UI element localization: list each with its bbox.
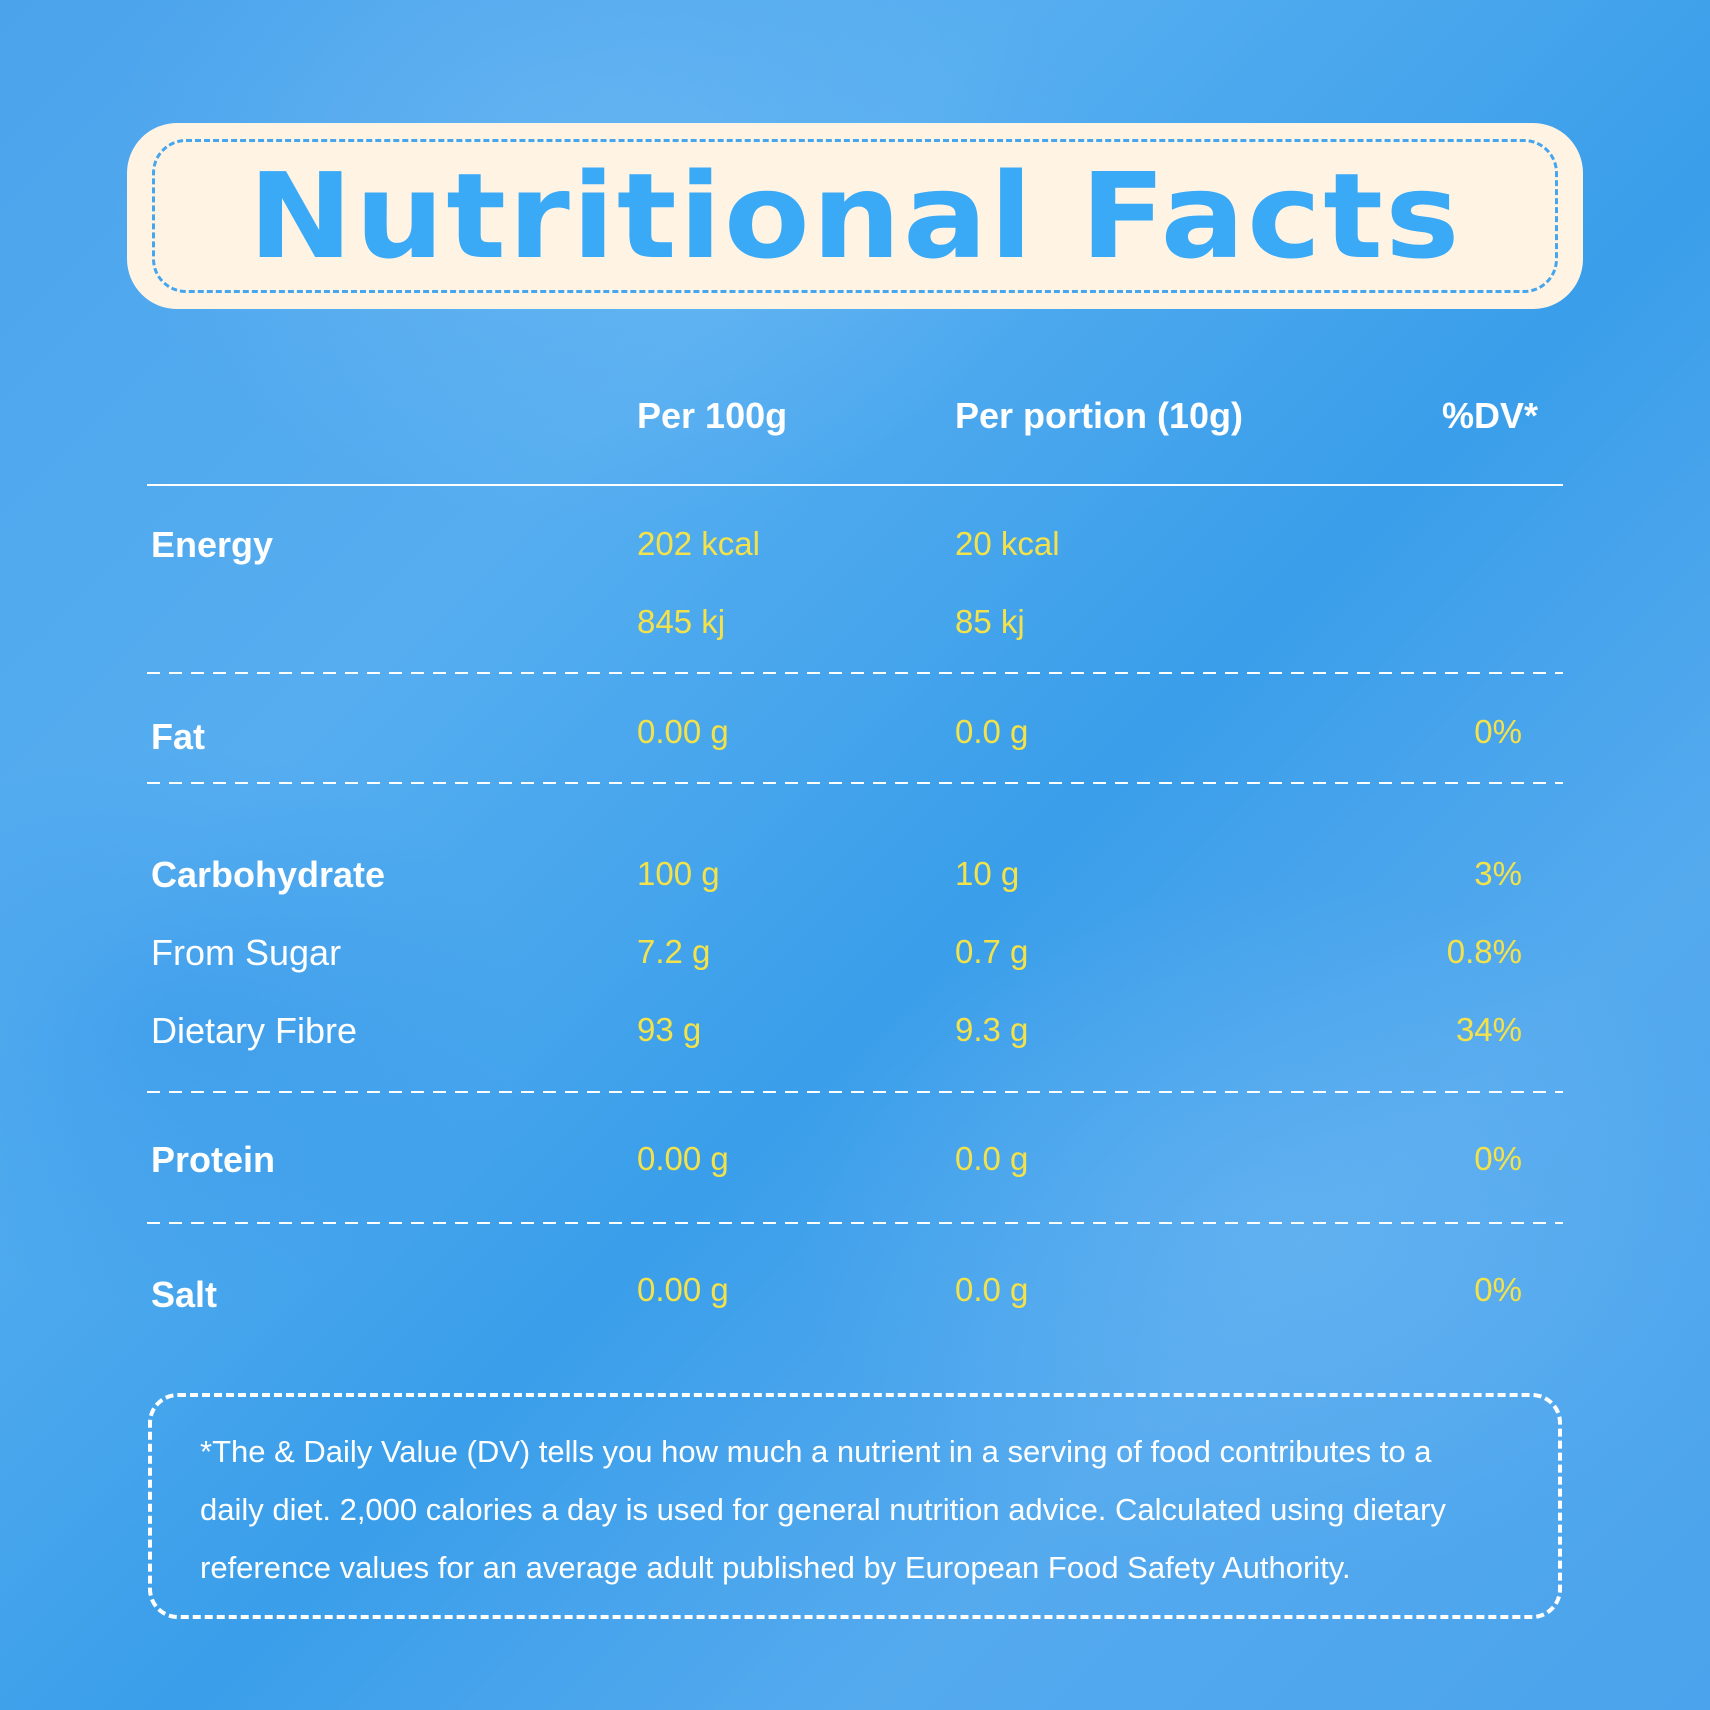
fibre-per100: 93 g <box>637 1011 702 1048</box>
row-label-fat: Fat <box>151 716 205 757</box>
row-divider <box>147 782 1563 784</box>
footnote-line: reference values for an average adult pu… <box>200 1550 1351 1585</box>
fibre-dv: 34% <box>1455 1011 1522 1048</box>
title-dashed-frame <box>152 139 1558 293</box>
carbohydrate-dv: 3% <box>1474 855 1522 892</box>
page-title: Nutritional Facts <box>248 147 1462 285</box>
row-divider <box>147 1222 1563 1224</box>
row-label-energy: Energy <box>151 524 274 565</box>
fat-per100: 0.00 g <box>637 713 729 750</box>
protein-portion: 0.0 g <box>955 1140 1029 1177</box>
column-header-per-portion: Per portion (10g) <box>955 395 1244 436</box>
energy-per100-kj: 845 kj <box>637 603 726 640</box>
energy-portion-kj: 85 kj <box>955 603 1025 640</box>
fibre-portion: 9.3 g <box>955 1011 1029 1048</box>
sugar-dv: 0.8% <box>1446 933 1522 970</box>
energy-portion-kcal: 20 kcal <box>955 525 1060 562</box>
footnote-line: *The & Daily Value (DV) tells you how mu… <box>200 1434 1432 1469</box>
energy-per100-kcal: 202 kcal <box>637 525 760 562</box>
row-divider <box>147 1091 1563 1093</box>
header-divider <box>147 484 1563 486</box>
carbohydrate-per100: 100 g <box>637 855 720 892</box>
salt-dv: 0% <box>1474 1271 1522 1308</box>
salt-per100: 0.00 g <box>637 1271 729 1308</box>
fat-portion: 0.0 g <box>955 713 1029 750</box>
protein-dv: 0% <box>1474 1140 1522 1177</box>
salt-portion: 0.0 g <box>955 1271 1029 1308</box>
sugar-portion: 0.7 g <box>955 933 1029 970</box>
column-header-dv: %DV* <box>1441 395 1538 436</box>
row-label-carbohydrate: Carbohydrate <box>151 854 386 895</box>
carbohydrate-portion: 10 g <box>955 855 1020 892</box>
footnote-line: daily diet. 2,000 calories a day is used… <box>200 1492 1446 1527</box>
fat-dv: 0% <box>1474 713 1522 750</box>
footnote-text: *The & Daily Value (DV) tells you how mu… <box>200 1423 1520 1597</box>
row-label-protein: Protein <box>151 1139 276 1180</box>
row-label-salt: Salt <box>151 1274 218 1315</box>
title-banner: Nutritional Facts <box>127 123 1583 309</box>
sugar-per100: 7.2 g <box>637 933 711 970</box>
row-label-sugar: From Sugar <box>151 932 342 973</box>
row-label-fibre: Dietary Fibre <box>151 1010 358 1051</box>
column-header-per-100g: Per 100g <box>637 395 788 436</box>
footnote-box <box>148 1393 1562 1619</box>
protein-per100: 0.00 g <box>637 1140 729 1177</box>
row-divider <box>147 672 1563 674</box>
